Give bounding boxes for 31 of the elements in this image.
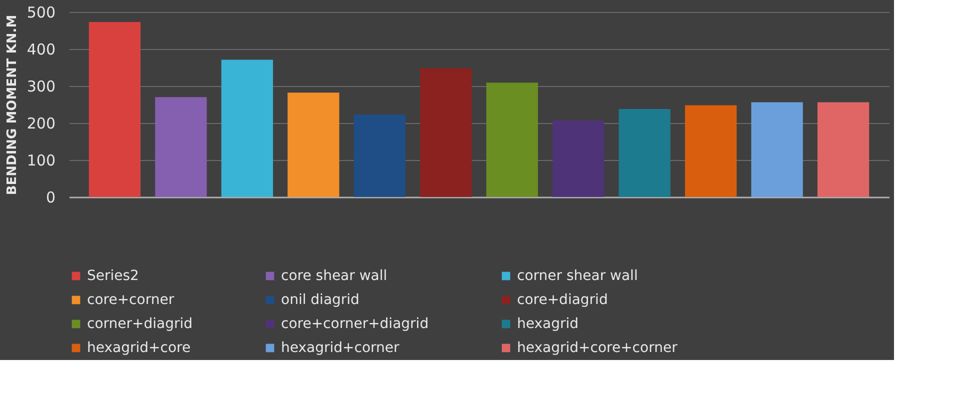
bar [751, 102, 803, 197]
y-tick-label: 200 [26, 114, 56, 132]
bar [420, 68, 472, 197]
bar [684, 105, 737, 197]
legend-label: hexagrid [517, 316, 579, 332]
bar [88, 22, 141, 197]
y-tick-label: 100 [26, 152, 56, 170]
legend-label: core shear wall [281, 268, 388, 284]
bar [552, 120, 604, 197]
bar [486, 82, 538, 197]
y-tick-label: 0 [46, 188, 56, 206]
legend-label: core+corner [87, 292, 174, 308]
legend-label: hexagrid+core+corner [517, 340, 678, 356]
legend-label: onil diagrid [281, 292, 360, 308]
bar [221, 60, 274, 197]
bar [155, 97, 207, 197]
bar [618, 108, 670, 197]
legend-label: corner shear wall [517, 268, 638, 284]
y-tick-label: 300 [26, 78, 56, 96]
legend-label: Series2 [87, 268, 139, 284]
legend-label: hexagrid+core [87, 340, 191, 356]
legend-label: core+corner+diagrid [281, 316, 429, 332]
bar [354, 114, 406, 197]
legend-label: core+diagrid [517, 292, 608, 308]
bar [817, 102, 870, 197]
y-axis-title: BENDING MOMENT KN.M [4, 14, 20, 196]
bar [288, 92, 340, 197]
legend-label: corner+diagrid [87, 316, 193, 332]
y-tick-label: 400 [26, 40, 56, 58]
y-tick-label: 500 [26, 4, 56, 22]
legend-label: hexagrid+corner [281, 340, 400, 356]
